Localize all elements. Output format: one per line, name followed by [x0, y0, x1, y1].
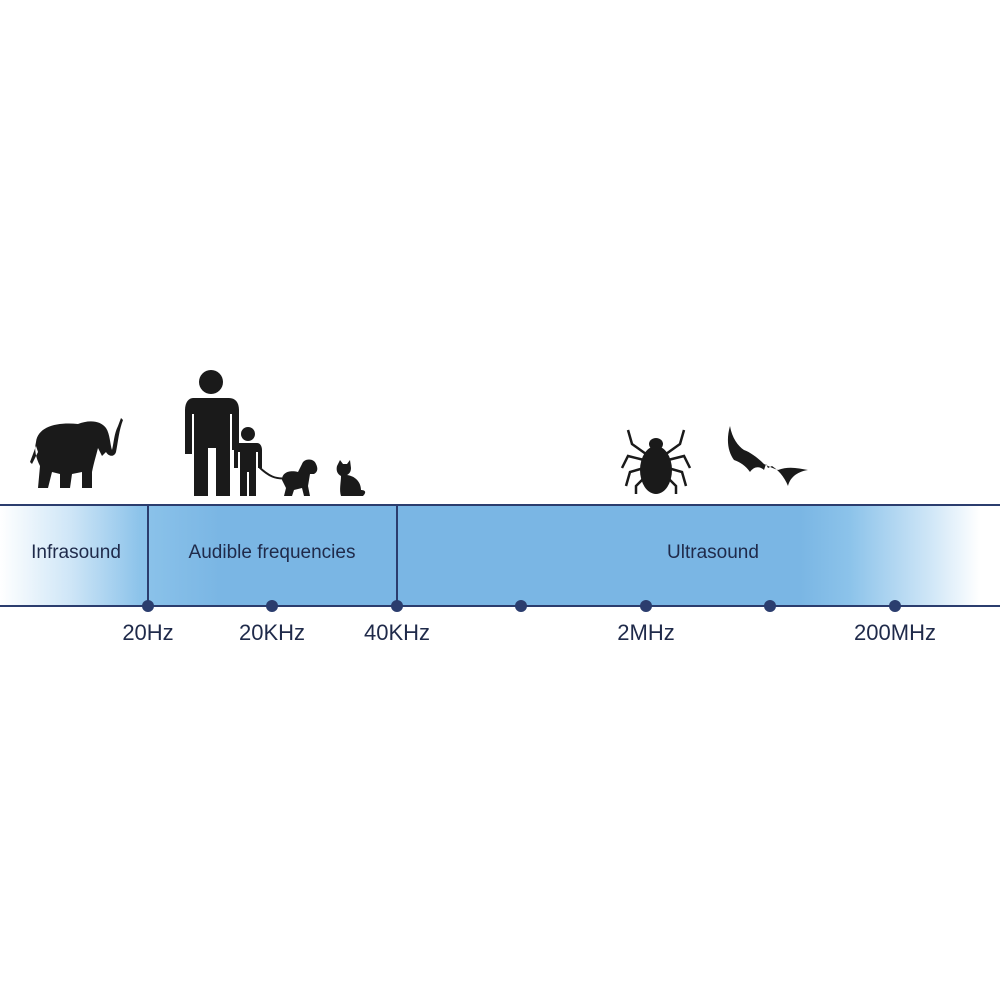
band-top-line — [0, 504, 1000, 506]
region-ultrasound: Ultrasound — [667, 542, 759, 563]
axis-dot — [266, 600, 278, 612]
dog-icon — [258, 459, 318, 496]
child-icon — [234, 427, 262, 496]
axis-dot — [640, 600, 652, 612]
tick-label-200mhz: 200MHz — [854, 620, 936, 645]
axis-dot — [889, 600, 901, 612]
tick-label-2mhz: 2MHz — [617, 620, 675, 645]
axis-dot — [142, 600, 154, 612]
divider-40khz — [396, 505, 398, 606]
region-audible: Audible frequencies — [188, 542, 356, 563]
tick-icon — [620, 429, 692, 494]
man-icon — [185, 370, 239, 496]
tick-label-20hz: 20Hz — [122, 620, 174, 645]
frequency-band — [0, 505, 1000, 606]
tick-label-40khz: 40KHz — [363, 620, 431, 645]
axis-line — [0, 605, 1000, 607]
cat-icon — [336, 460, 366, 496]
axis-dot — [515, 600, 527, 612]
bat-icon — [727, 426, 808, 486]
axis-dot — [391, 600, 403, 612]
elephant-icon — [30, 418, 123, 488]
axis-dot — [764, 600, 776, 612]
divider-20hz — [147, 505, 149, 606]
tick-label-20khz: 20KHz — [238, 620, 306, 645]
region-infrasound: Infrasound — [31, 542, 121, 563]
